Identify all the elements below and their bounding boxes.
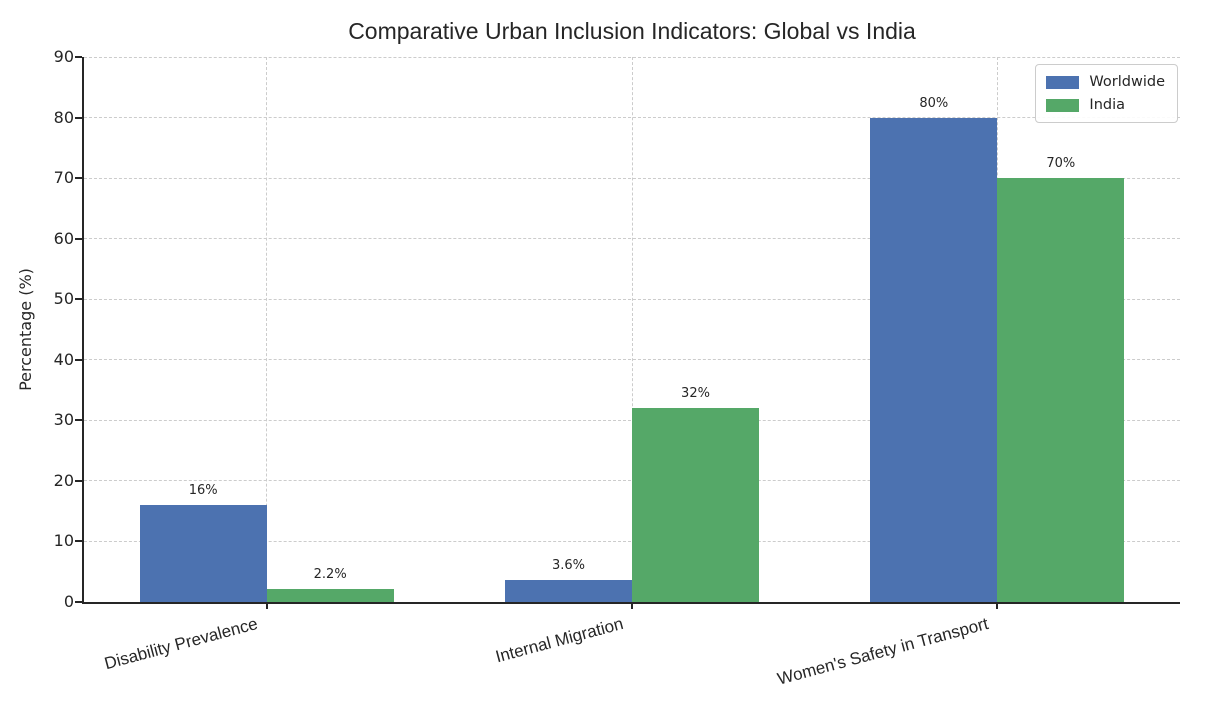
y-tick-label: 20 <box>53 470 74 490</box>
gridline-vertical <box>631 57 633 602</box>
y-tick-mark <box>75 540 82 543</box>
legend-swatch-worldwide <box>1046 75 1080 89</box>
bar-worldwide-3 <box>870 117 998 602</box>
bar-value-label: 80% <box>919 95 949 111</box>
chart-title: Comparative Urban Inclusion Indicators: … <box>348 18 916 44</box>
x-tick-mark <box>996 604 999 609</box>
y-tick-mark <box>75 56 82 58</box>
legend: Worldwide India <box>1035 64 1178 123</box>
bar-value-label: 2.2% <box>313 566 347 582</box>
x-axis-spine <box>82 602 1180 604</box>
y-tick-label: 80 <box>53 107 74 127</box>
y-tick-mark <box>75 479 82 482</box>
y-tick-mark <box>75 177 82 180</box>
bar-india-1 <box>266 588 394 602</box>
x-tick-label: Women's Safety in Transport <box>775 614 991 689</box>
y-tick-mark <box>75 298 82 301</box>
y-tick-label: 60 <box>53 228 74 248</box>
bar-value-label: 32% <box>681 386 710 402</box>
y-axis-spine <box>82 57 84 604</box>
legend-label-worldwide: Worldwide <box>1089 74 1165 90</box>
y-tick-mark <box>75 237 82 240</box>
legend-label-india: India <box>1089 97 1126 113</box>
legend-swatch-india <box>1046 98 1080 112</box>
bar-worldwide-1 <box>139 505 267 602</box>
y-tick-label: 0 <box>63 592 74 611</box>
y-tick-mark <box>75 358 82 361</box>
gridline-vertical <box>266 57 268 602</box>
y-tick-mark <box>75 601 82 603</box>
legend-item-worldwide: Worldwide <box>1046 74 1165 90</box>
x-tick-label: Disability Prevalence <box>102 614 260 674</box>
y-tick-label: 70 <box>53 168 74 188</box>
bar-value-label: 16% <box>188 483 218 499</box>
x-tick-mark <box>265 604 268 609</box>
y-tick-label: 40 <box>53 349 74 369</box>
bar-value-label: 3.6% <box>551 558 586 574</box>
bar-worldwide-2 <box>505 580 632 602</box>
y-tick-label: 30 <box>53 410 74 430</box>
y-tick-label: 90 <box>53 47 74 66</box>
y-tick-mark <box>75 419 82 422</box>
legend-item-india: India <box>1046 97 1165 113</box>
bar-india-2 <box>632 408 759 602</box>
x-tick-label: Internal Migration <box>493 614 625 667</box>
bar-value-label: 70% <box>1046 156 1076 172</box>
y-tick-mark <box>75 116 82 119</box>
y-tick-label: 10 <box>53 531 74 551</box>
bar-india-3 <box>997 178 1125 602</box>
y-tick-label: 50 <box>53 289 74 309</box>
x-tick-mark <box>631 604 633 609</box>
